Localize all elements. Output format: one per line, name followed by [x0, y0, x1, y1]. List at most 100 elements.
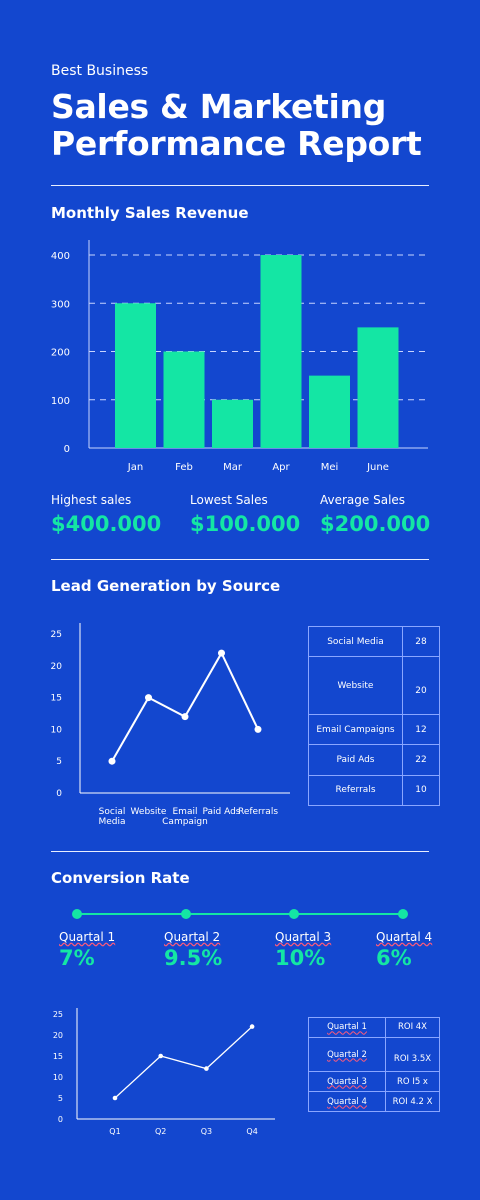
- table-cell-quarter: Quartal 3: [308, 1071, 386, 1093]
- monthly-sales-bar-chart: 0 100 200 300 400 Jan Feb Mar Apr Mei June: [51, 240, 428, 473]
- table-row: Website 20: [308, 656, 440, 716]
- y-tick-label: 100: [51, 396, 70, 407]
- y-tick-label: 5: [58, 1094, 63, 1103]
- y-tick-label: 400: [51, 251, 70, 262]
- data-point: [204, 1066, 209, 1071]
- data-point: [218, 649, 225, 657]
- brand-name: Best Business: [51, 63, 149, 79]
- y-tick-label: 25: [53, 1010, 63, 1019]
- table-cell-source: Social Media: [308, 625, 403, 658]
- table-cell-source: Email Campaigns: [308, 714, 403, 746]
- data-point: [145, 694, 152, 702]
- y-tick-label: 15: [51, 694, 62, 704]
- table-row: Paid Ads 22: [308, 744, 440, 776]
- section-title-monthly: Monthly Sales Revenue: [51, 204, 249, 222]
- y-tick-label: 25: [51, 630, 62, 640]
- table-cell-source: Paid Ads: [308, 744, 403, 776]
- data-point: [249, 1024, 255, 1029]
- data-point: [112, 1095, 118, 1101]
- x-tick-label: Jan: [127, 462, 143, 473]
- table-row: Quartal 2 ROI 3.5X: [308, 1036, 440, 1073]
- quarter-label: Quartal 2: [164, 930, 221, 944]
- roi-table: Quartal 1 ROI 4X Quartal 2 ROI 3.5X Quarta…: [308, 1017, 440, 1112]
- x-tick-label: Apr: [272, 462, 290, 473]
- conversion-line-chart: 0 5 10 15 20 25 Q1 Q2 Q3 Q4: [53, 1008, 275, 1136]
- y-tick-label: 20: [53, 1031, 63, 1040]
- section-title-lead: Lead Generation by Source: [51, 577, 281, 595]
- quarter-conversion-value: 7%: [59, 946, 95, 970]
- table-cell-count: 20: [402, 656, 440, 716]
- x-tick-label: June: [366, 462, 389, 473]
- page-title: Sales & Marketing Performance Report: [51, 87, 422, 163]
- x-tick-label: Mar: [223, 462, 243, 473]
- stat-value-average: $200.000: [320, 512, 431, 536]
- data-point: [158, 1053, 163, 1059]
- y-tick-label: 15: [53, 1052, 63, 1061]
- lead-source-table: Social Media 28 Website 20 Email Campaigns…: [308, 625, 440, 807]
- title-line-1: Sales & Marketing: [51, 87, 387, 126]
- x-tick-label: Email Campaign: [162, 807, 208, 827]
- section-title-conversion: Conversion Rate: [51, 869, 190, 887]
- quarter-timeline: [72, 909, 408, 919]
- divider: [51, 185, 429, 186]
- y-tick-label: 300: [51, 299, 70, 310]
- x-tick-label: Q2: [155, 1127, 166, 1136]
- stat-value-lowest: $100.000: [190, 512, 301, 536]
- quarter-label: Quartal 3: [275, 930, 332, 944]
- x-tick-label: Q3: [201, 1127, 212, 1136]
- x-tick-label: Paid Ads: [202, 807, 240, 817]
- stat-label-average: Average Sales: [320, 493, 406, 507]
- x-tick-label: Referrals: [238, 807, 278, 817]
- quarter-label: Quartal 4: [376, 930, 433, 944]
- table-cell-source: Website: [308, 656, 403, 716]
- quarter-conversion-value: 10%: [275, 946, 326, 970]
- series-line: [111, 650, 259, 762]
- lead-generation-line-chart: 0 5 10 15 20 25 Social Media Website Email Campaig…: [51, 623, 290, 827]
- y-tick-label: 0: [64, 444, 70, 455]
- data-point: [108, 757, 116, 765]
- x-tick-label: Q4: [246, 1127, 257, 1136]
- table-cell-count: 22: [402, 744, 440, 776]
- table-row: Quartal 3 RO I5 x: [308, 1071, 440, 1093]
- y-tick-label: 10: [51, 725, 63, 735]
- table-cell-count: 10: [402, 774, 440, 807]
- timeline-dot: [289, 909, 299, 919]
- bar: [309, 375, 350, 448]
- timeline-dot: [72, 909, 82, 919]
- y-tick-label: 0: [58, 1115, 63, 1124]
- x-tick-label: Q1: [109, 1127, 120, 1136]
- table-cell-roi: RO I5 x: [385, 1071, 440, 1093]
- y-tick-label: 0: [56, 789, 62, 799]
- table-cell-roi: ROI 3.5X: [385, 1036, 440, 1073]
- x-tick-label: Social Media: [98, 807, 125, 827]
- bar: [212, 399, 253, 448]
- table-cell-source: Referrals: [308, 774, 403, 807]
- series-line: [114, 1026, 253, 1099]
- quarter-label: Quartal 1: [59, 930, 116, 944]
- table-row: Referrals 10: [308, 774, 440, 807]
- table-cell-quarter: Quartal 4: [308, 1091, 386, 1112]
- timeline-dot: [398, 909, 408, 919]
- table-row: Social Media 28: [308, 625, 440, 658]
- bar: [357, 327, 399, 448]
- x-tick-label: Feb: [175, 462, 193, 473]
- table-row: Quartal 4 ROI 4.2 X: [308, 1091, 440, 1112]
- quarter-conversion-value: 9.5%: [164, 946, 223, 970]
- divider: [51, 559, 429, 560]
- y-tick-label: 200: [51, 348, 70, 359]
- data-point: [254, 725, 262, 733]
- timeline-dot: [181, 909, 191, 919]
- stat-label-highest: Highest sales: [51, 493, 132, 507]
- x-tick-label: Website: [131, 807, 167, 817]
- bar: [115, 303, 156, 448]
- table-cell-roi: ROI 4.2 X: [385, 1091, 440, 1112]
- table-cell-quarter: Quartal 2: [308, 1036, 386, 1073]
- stat-label-lowest: Lowest Sales: [190, 493, 268, 507]
- bar: [260, 255, 302, 448]
- table-row: Quartal 1 ROI 4X: [308, 1017, 440, 1038]
- y-tick-label: 20: [51, 662, 63, 672]
- table-cell-quarter: Quartal 1: [308, 1017, 386, 1038]
- table-cell-count: 28: [402, 625, 440, 658]
- data-point: [181, 713, 189, 721]
- title-line-2: Performance Report: [51, 124, 422, 163]
